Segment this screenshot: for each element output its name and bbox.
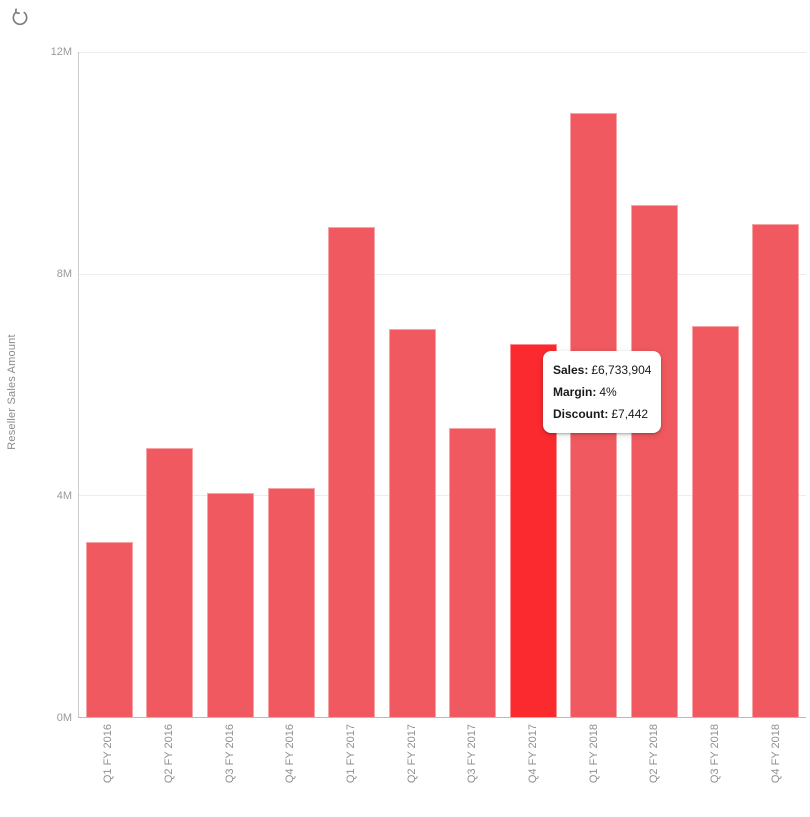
x-label-slot: Q3 FY 2018 xyxy=(685,724,746,783)
tooltip-row-sales: Sales: £6,733,904 xyxy=(553,359,651,381)
bar-q1-fy-2017[interactable] xyxy=(328,226,376,717)
bar-q2-fy-2017[interactable] xyxy=(388,329,436,717)
tooltip-discount-label: Discount: xyxy=(553,407,609,421)
refresh-button[interactable] xyxy=(8,6,32,30)
tooltip-sales-label: Sales: xyxy=(553,363,589,377)
x-label-slot: Q2 FY 2018 xyxy=(624,724,685,783)
x-label-slot: Q1 FY 2018 xyxy=(563,724,624,783)
bar-q3-fy-2018[interactable] xyxy=(691,325,739,717)
bar-slot xyxy=(624,52,685,717)
y-axis-title: Reseller Sales Amount xyxy=(6,334,18,450)
bar-slot xyxy=(382,52,443,717)
bar-q3-fy-2016[interactable] xyxy=(206,492,254,717)
x-label-slot: Q2 FY 2017 xyxy=(381,724,442,783)
tooltip-sales-value: £6,733,904 xyxy=(591,363,652,377)
bar-slot xyxy=(685,52,746,717)
bar-slot xyxy=(200,52,261,717)
x-label-q3-fy-2016: Q3 FY 2016 xyxy=(223,724,236,784)
x-label-q1-fy-2016: Q1 FY 2016 xyxy=(102,724,115,784)
bar-slot xyxy=(442,52,503,717)
x-label-q3-fy-2017: Q3 FY 2017 xyxy=(466,724,479,784)
x-label-q1-fy-2017: Q1 FY 2017 xyxy=(345,724,358,784)
x-label-slot: Q2 FY 2016 xyxy=(139,724,200,783)
bar-q1-fy-2016[interactable] xyxy=(85,542,133,717)
bar-q4-fy-2018[interactable] xyxy=(752,223,800,717)
plot-area xyxy=(78,52,806,718)
x-label-q1-fy-2018: Q1 FY 2018 xyxy=(587,724,600,784)
x-label-q4-fy-2017: Q4 FY 2017 xyxy=(527,724,540,784)
tooltip-row-margin: Margin: 4% xyxy=(553,381,651,403)
x-label-slot: Q4 FY 2018 xyxy=(745,724,806,783)
refresh-icon xyxy=(12,7,28,25)
gridline-4m xyxy=(79,495,806,497)
x-label-slot: Q4 FY 2017 xyxy=(503,724,564,783)
tooltip-margin-value: 4% xyxy=(599,385,617,399)
x-label-q3-fy-2018: Q3 FY 2018 xyxy=(709,724,722,784)
x-label-q2-fy-2017: Q2 FY 2017 xyxy=(405,724,418,784)
bar-slot xyxy=(745,52,806,717)
x-axis-labels: Q1 FY 2016 Q2 FY 2016 Q3 FY 2016 Q4 FY 2016… xyxy=(78,724,806,783)
x-label-q2-fy-2018: Q2 FY 2018 xyxy=(648,724,661,784)
y-tick-12m: 12M xyxy=(50,46,72,58)
bar-q4-fy-2016[interactable] xyxy=(267,488,315,717)
x-label-slot: Q1 FY 2016 xyxy=(78,724,139,783)
y-tick-8m: 8M xyxy=(56,268,72,280)
bar-slot xyxy=(140,52,201,717)
tooltip-discount-value: £7,442 xyxy=(611,407,649,421)
bar-series xyxy=(79,52,806,717)
tooltip-row-discount: Discount: £7,442 xyxy=(553,403,651,425)
bar-q2-fy-2016[interactable] xyxy=(146,448,194,717)
y-tick-4m: 4M xyxy=(56,490,72,502)
x-label-slot: Q4 FY 2016 xyxy=(260,724,321,783)
bar-slot xyxy=(79,52,140,717)
x-label-q4-fy-2016: Q4 FY 2016 xyxy=(284,724,297,784)
bar-q2-fy-2018[interactable] xyxy=(630,204,678,717)
tooltip: Sales: £6,733,904 Margin: 4% Discount: £7,4… xyxy=(543,351,662,433)
gridline-8m xyxy=(79,273,806,275)
x-label-q2-fy-2016: Q2 FY 2016 xyxy=(163,724,175,784)
x-label-slot: Q3 FY 2016 xyxy=(199,724,260,783)
bar-slot xyxy=(321,52,382,717)
y-tick-0m: 0M xyxy=(56,712,72,724)
tooltip-margin-label: Margin: xyxy=(553,385,597,399)
x-label-slot: Q1 FY 2017 xyxy=(321,724,382,783)
x-label-slot: Q3 FY 2017 xyxy=(442,724,503,783)
bar-slot xyxy=(261,52,322,717)
bar-q3-fy-2017[interactable] xyxy=(449,427,497,717)
gridline-12m xyxy=(79,52,806,53)
x-label-q4-fy-2018: Q4 FY 2018 xyxy=(769,724,782,784)
